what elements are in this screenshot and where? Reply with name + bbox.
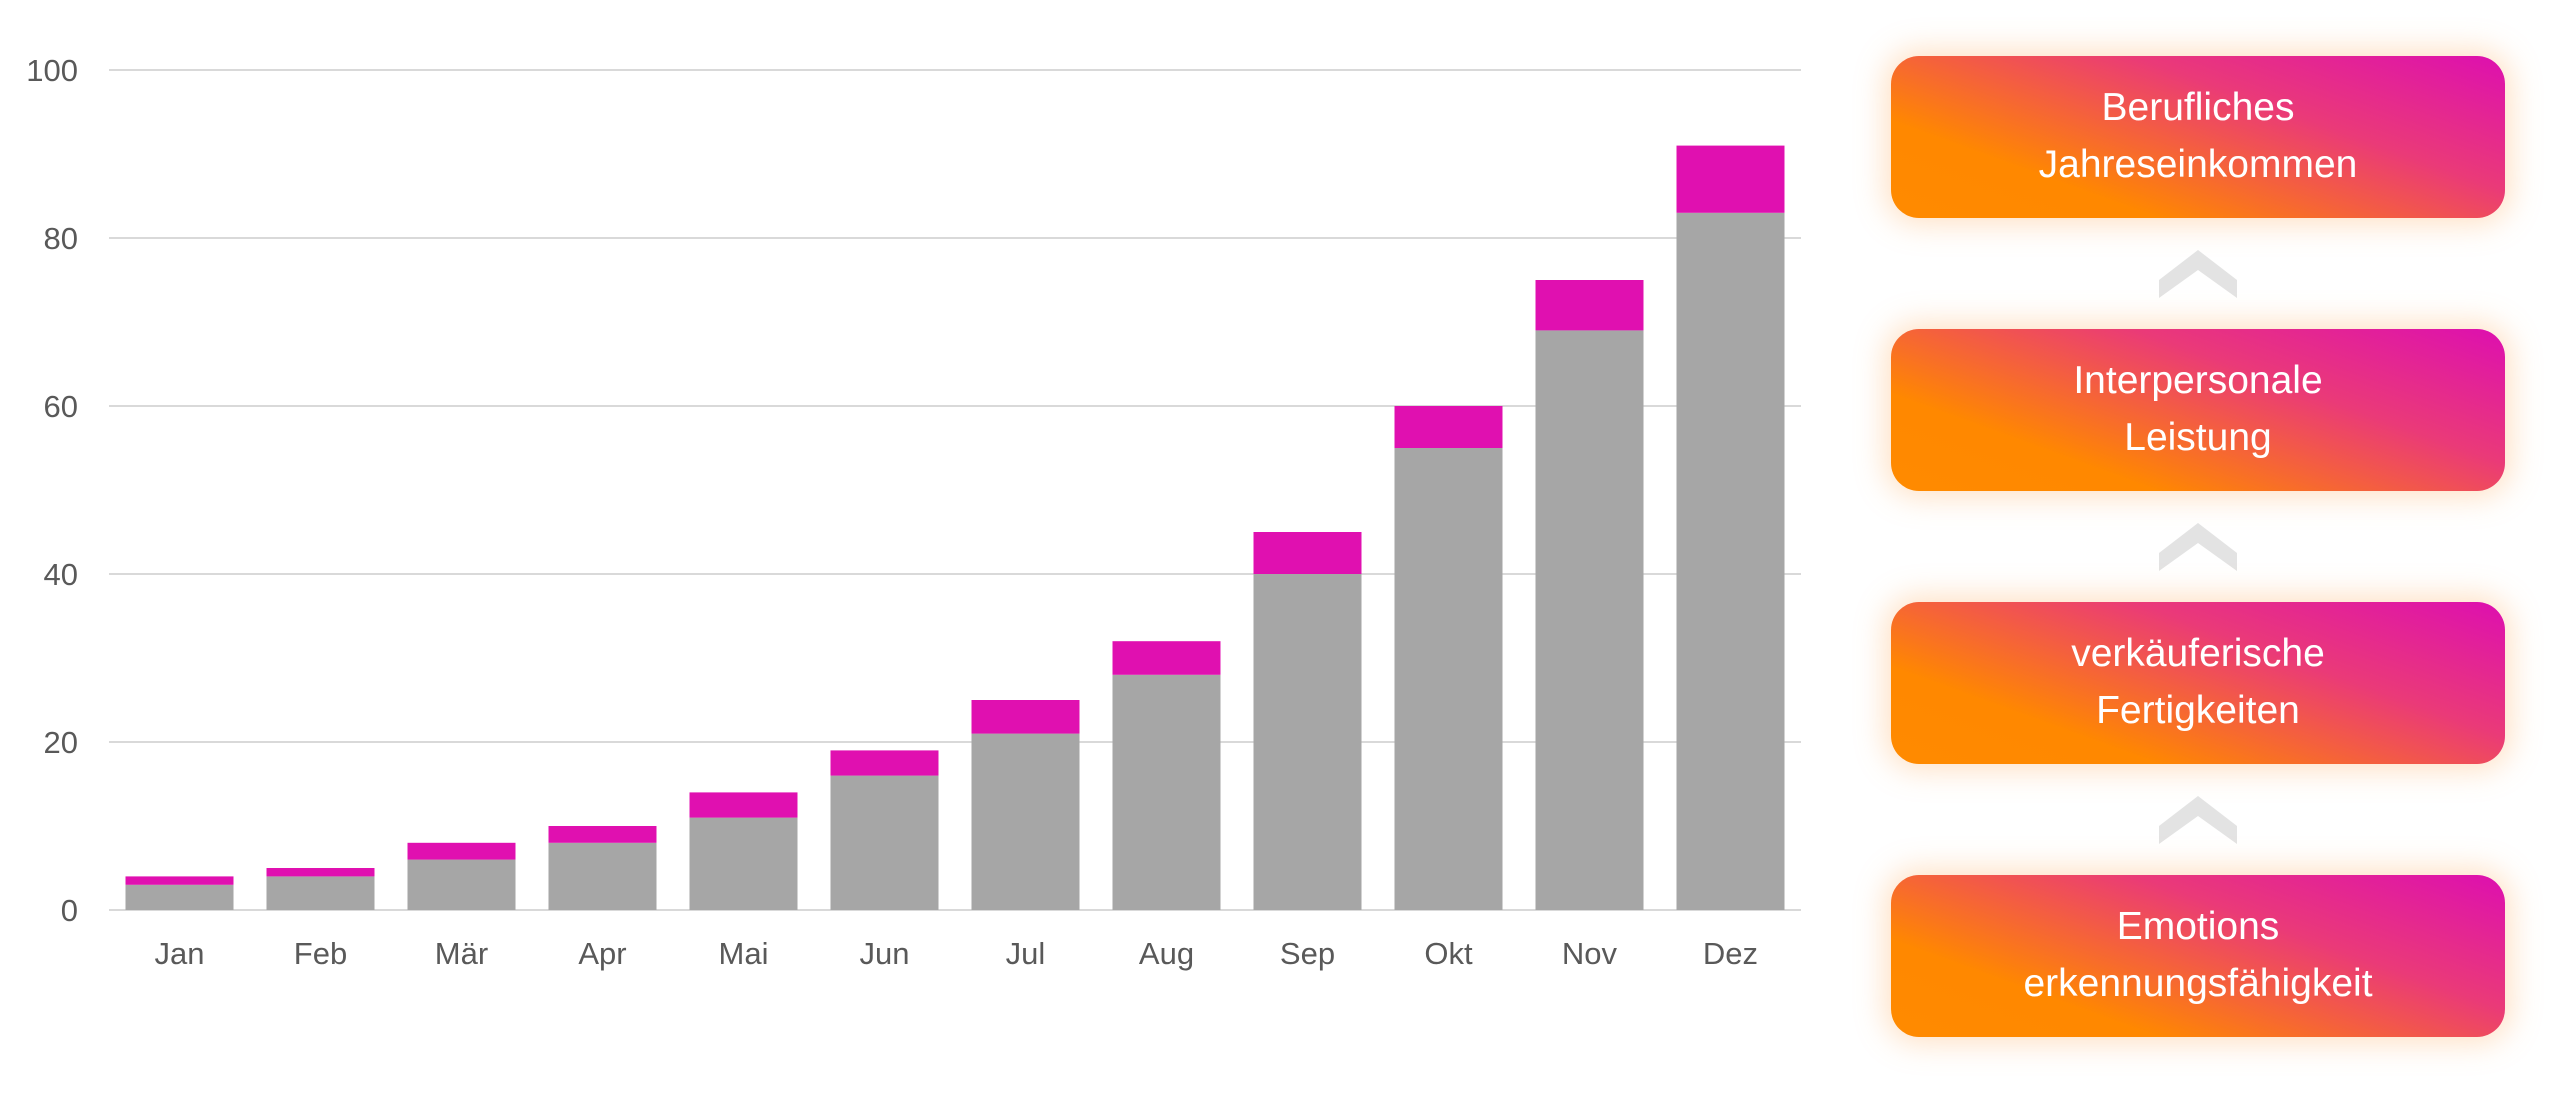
bar-base-Jun (830, 775, 939, 910)
bar-base-Sep (1253, 574, 1362, 910)
x-tick-label: Aug (1139, 936, 1194, 971)
x-tick-label: Jul (1006, 936, 1046, 971)
bar-top-Jun (830, 750, 939, 776)
y-tick-label: 20 (44, 725, 78, 760)
y-tick-label: 100 (26, 53, 78, 88)
bar-base-Jan (125, 884, 234, 910)
box-emotion-recognition: Emotions erkennungsfähigkeit (1891, 875, 2505, 1037)
bar-top-Nov (1535, 280, 1644, 331)
bar-base-Jul (971, 733, 1080, 910)
bar-base-Aug (1112, 674, 1221, 910)
bar-top-Jan (125, 876, 234, 885)
bar-top-Jul (971, 700, 1080, 734)
bar-top-Dez (1676, 145, 1785, 213)
box-interpersonal-performance: Interpersonale Leistung (1891, 329, 2505, 491)
bar-base-Dez (1676, 212, 1785, 911)
y-tick-label: 40 (44, 557, 78, 592)
y-tick-label: 60 (44, 389, 78, 424)
bar-top-Okt (1394, 406, 1503, 448)
chevron-up-icon (2159, 796, 2237, 844)
bar-base-Mai (689, 817, 798, 910)
x-tick-label: Mär (435, 936, 488, 971)
x-tick-label: Nov (1562, 936, 1618, 971)
x-tick-label: Dez (1703, 936, 1758, 971)
x-tick-label: Jun (860, 936, 910, 971)
bar-base-Nov (1535, 330, 1644, 910)
bar-top-Sep (1253, 532, 1362, 574)
bar-top-Mai (689, 792, 798, 818)
box-sales-skills: verkäuferische Fertigkeiten (1891, 602, 2505, 764)
x-tick-label: Jan (155, 936, 205, 971)
y-tick-label: 0 (61, 893, 78, 928)
bar-top-Feb (266, 868, 375, 877)
x-tick-label: Okt (1424, 936, 1473, 971)
bar-base-Mär (407, 859, 516, 910)
stacked-bar-chart: 0 20 40 60 80 100 Jan Feb Mär Apr Mai Jun Jul Aug Sep O… (26, 53, 1801, 971)
bar-base-Okt (1394, 448, 1503, 910)
x-tick-label: Apr (578, 936, 626, 971)
bar-base-Apr (548, 842, 657, 910)
bar-top-Aug (1112, 641, 1221, 675)
box-annual-income: Berufliches Jahreseinkommen (1891, 56, 2505, 218)
y-tick-label: 80 (44, 221, 78, 256)
x-tick-label: Feb (294, 936, 347, 971)
x-tick-label: Mai (719, 936, 769, 971)
x-tick-label: Sep (1280, 936, 1335, 971)
chevron-up-icon (2159, 250, 2237, 298)
chevron-up-icon (2159, 523, 2237, 571)
bar-base-Feb (266, 876, 375, 910)
bar-top-Apr (548, 826, 657, 843)
bar-top-Mär (407, 842, 516, 860)
